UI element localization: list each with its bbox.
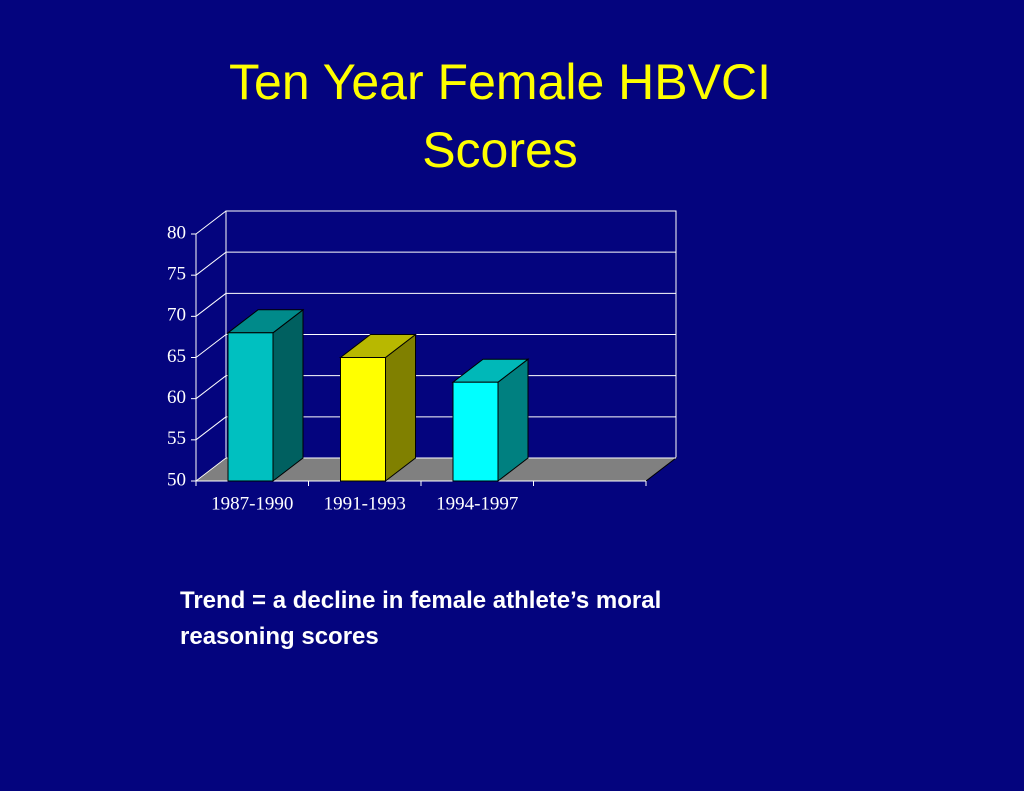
grid-line xyxy=(195,416,227,441)
x-tick-label: 1991-1993 xyxy=(324,493,406,514)
y-tick-label: 70 xyxy=(167,305,186,326)
bar-side xyxy=(385,333,416,483)
y-tick-label: 50 xyxy=(167,469,186,490)
y-tick-label: 75 xyxy=(167,264,186,285)
x-tick-label: 1994-1997 xyxy=(436,493,518,514)
y-tick-label: 65 xyxy=(167,346,186,367)
bar-side xyxy=(272,308,304,483)
grid-line xyxy=(195,292,227,317)
annotation: Trend = a decline in female athlete’s mo… xyxy=(180,587,662,650)
y-tick-label: 55 xyxy=(167,428,186,449)
x-tick-label: 1987-1990 xyxy=(211,493,293,514)
bar xyxy=(340,357,386,482)
bar xyxy=(452,381,499,482)
y-tick-label: 80 xyxy=(167,222,186,243)
chart-title: Ten Year Female HBVCI Scores xyxy=(229,54,771,178)
grid-line xyxy=(195,251,227,276)
grid-line xyxy=(195,210,227,235)
grid-line xyxy=(195,457,227,482)
grid-line xyxy=(195,375,227,400)
bar xyxy=(227,332,274,482)
grid-line xyxy=(195,334,227,358)
y-tick-label: 60 xyxy=(167,387,186,408)
